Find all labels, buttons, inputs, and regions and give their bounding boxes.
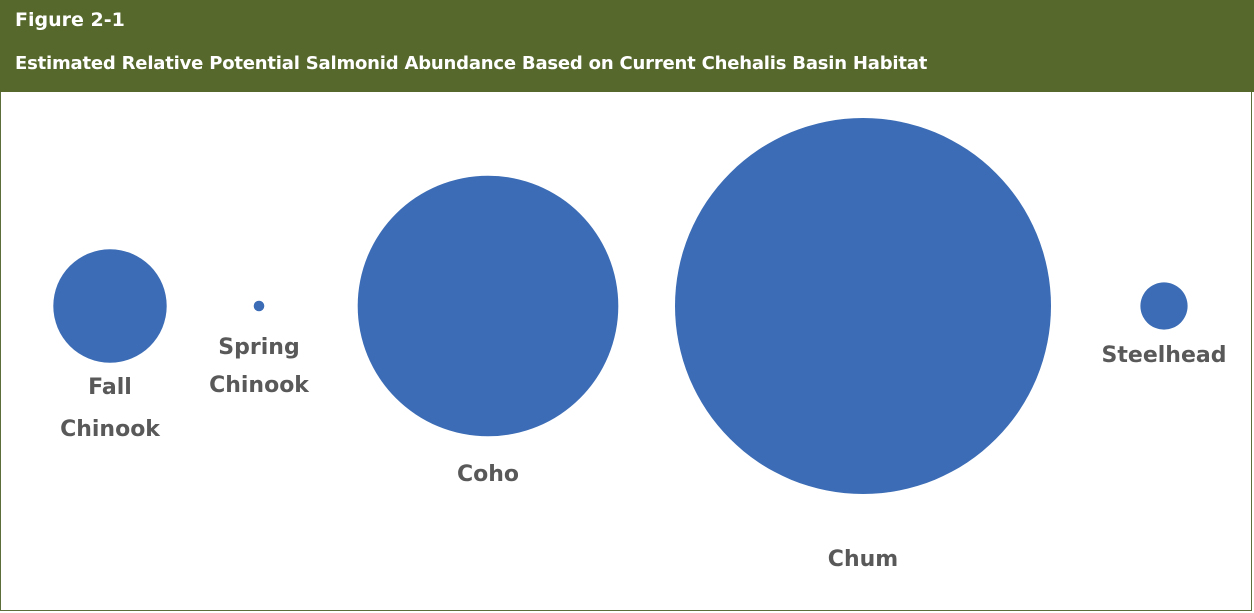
figure-number: Figure 2-1 xyxy=(15,9,125,31)
bubble-label-fall-chinook-line-2: Chinook xyxy=(60,417,161,442)
bubble-label-spring-chinook-line-2: Chinook xyxy=(209,373,310,398)
bubble-fall-chinook xyxy=(53,249,167,363)
bubble-steelhead xyxy=(1140,282,1188,330)
bubble-chart: Fall Chinook Spring Chinook Coho Chum Steelhea… xyxy=(53,118,1227,572)
chart-title: Estimated Relative Potential Salmonid Ab… xyxy=(15,53,928,74)
bubble-label-spring-chinook-line-1: Spring xyxy=(218,335,299,360)
bubble-chum xyxy=(675,118,1051,494)
bubble-label-coho: Coho xyxy=(457,462,519,487)
figure-header: Figure 2-1 Estimated Relative Potential … xyxy=(0,0,1254,92)
bubble-spring-chinook xyxy=(253,300,265,312)
bubble-coho xyxy=(357,175,619,437)
bubble-label-fall-chinook-line-1: Fall xyxy=(88,375,132,400)
bubble-label-steelhead: Steelhead xyxy=(1102,343,1227,368)
bubble-label-chum: Chum xyxy=(828,547,898,572)
